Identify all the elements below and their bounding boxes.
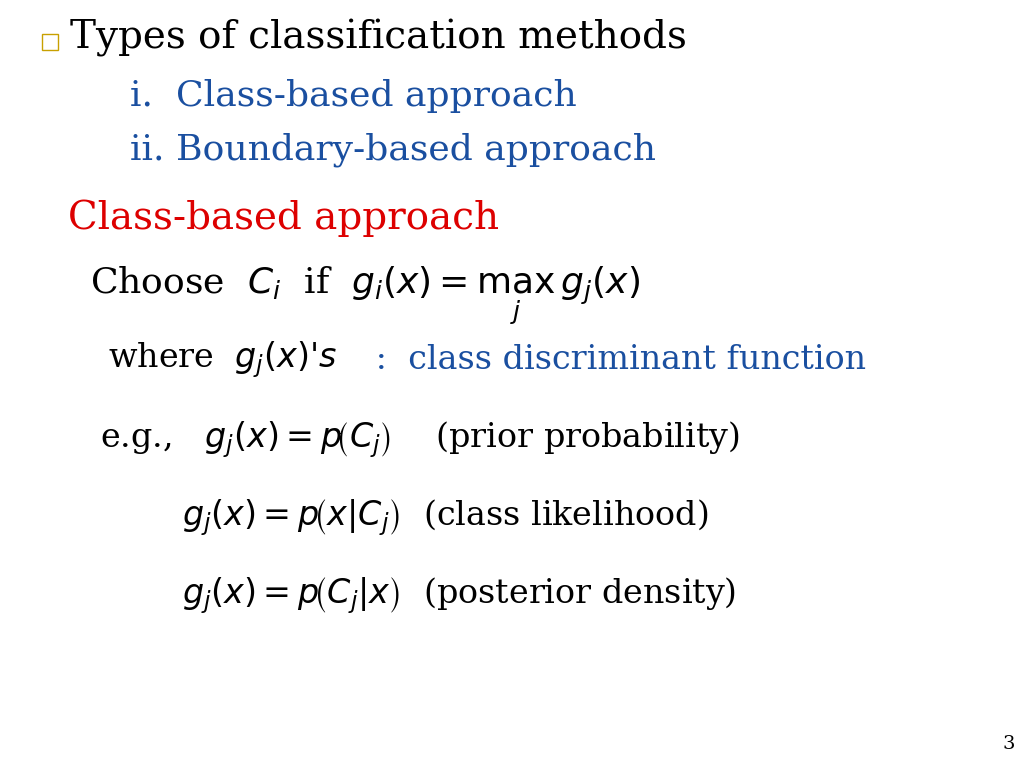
Text: Types of classification methods: Types of classification methods xyxy=(70,19,687,57)
Text: $g_j(\mathbf{\mathit{x}}) = p\!\left(C_j|\mathbf{\mathit{x}}\right)$  (posterior: $g_j(\mathbf{\mathit{x}}) = p\!\left(C_j… xyxy=(182,575,736,617)
Text: 3: 3 xyxy=(1002,735,1015,753)
Text: $g_j(\mathbf{\mathit{x}}) = p\!\left(\mathbf{\mathit{x}}|C_j\right)$  (class lik: $g_j(\mathbf{\mathit{x}}) = p\!\left(\ma… xyxy=(182,498,709,538)
Text: i.  Class-based approach: i. Class-based approach xyxy=(130,79,577,113)
Text: Choose  $C_i$  if  $g_i(\mathbf{\mathit{x}}) = \underset{j}{\max}\, g_j(\mathbf{: Choose $C_i$ if $g_i(\mathbf{\mathit{x}}… xyxy=(90,265,640,327)
Text: ii. Boundary-based approach: ii. Boundary-based approach xyxy=(130,133,656,167)
Text: Class-based approach: Class-based approach xyxy=(68,199,499,237)
Text: :  class discriminant function: : class discriminant function xyxy=(365,344,866,376)
Text: e.g.,   $g_j(\mathbf{\mathit{x}}) = p\!\left(C_j\right)$    (prior probability): e.g., $g_j(\mathbf{\mathit{x}}) = p\!\le… xyxy=(100,419,739,460)
Text: where  $g_j(\mathbf{\mathit{x}})$'$s$: where $g_j(\mathbf{\mathit{x}})$'$s$ xyxy=(108,339,337,380)
